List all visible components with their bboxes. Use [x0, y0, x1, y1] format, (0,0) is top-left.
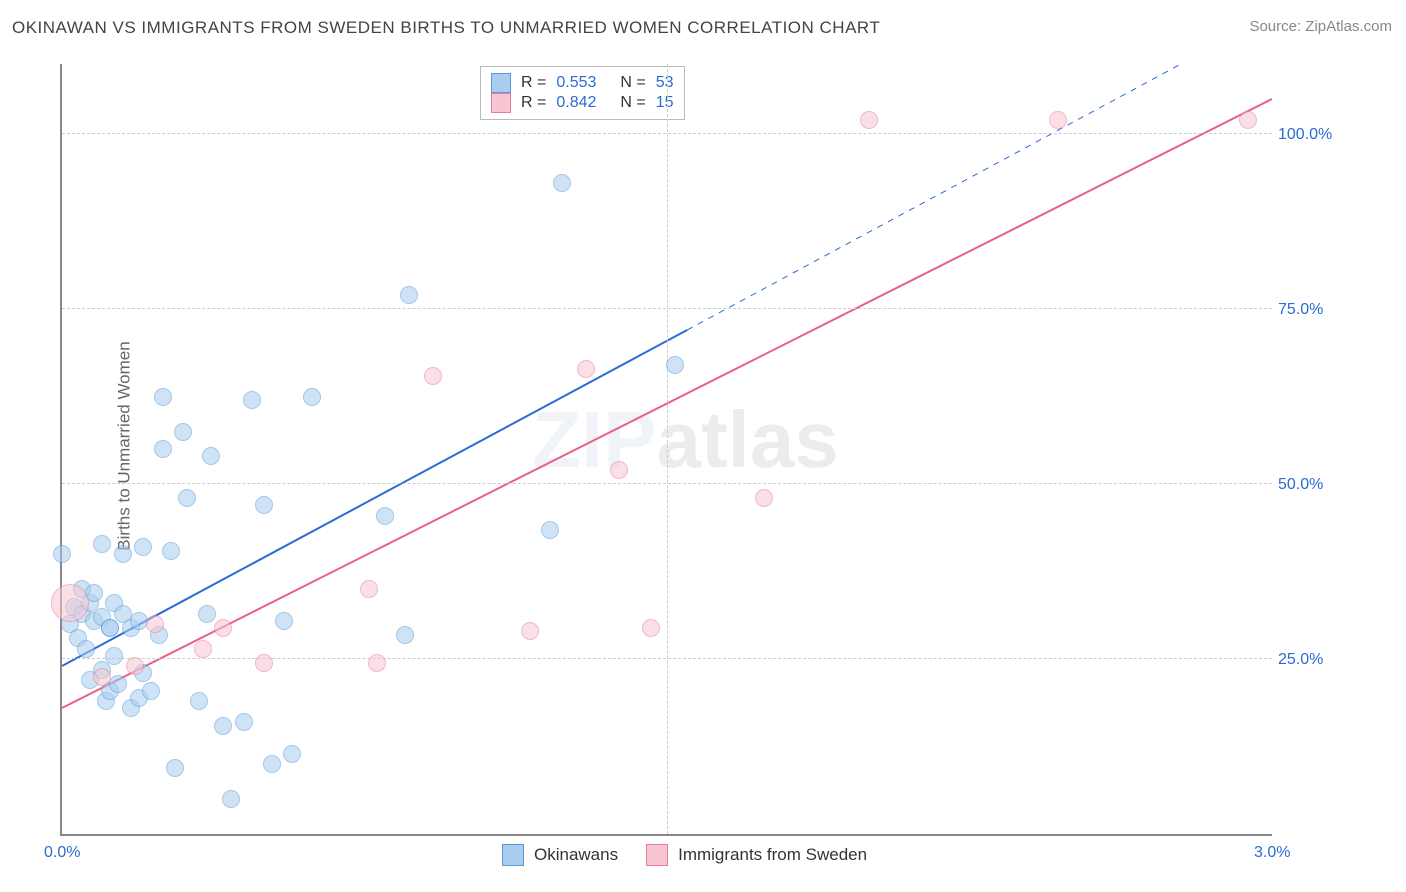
data-point [610, 461, 628, 479]
data-point [235, 713, 253, 731]
data-point [51, 584, 89, 622]
legend-label: Immigrants from Sweden [678, 845, 867, 865]
data-point [521, 622, 539, 640]
watermark: ZIPatlas [532, 394, 839, 486]
y-tick-label: 25.0% [1278, 651, 1356, 669]
data-point [275, 612, 293, 630]
data-point [142, 682, 160, 700]
data-point [214, 619, 232, 637]
data-point [194, 640, 212, 658]
data-point [126, 657, 144, 675]
source-attribution: Source: ZipAtlas.com [1249, 18, 1392, 35]
data-point [283, 745, 301, 763]
data-point [105, 647, 123, 665]
legend-item: Immigrants from Sweden [646, 844, 867, 866]
data-point [222, 790, 240, 808]
legend-item: Okinawans [502, 844, 618, 866]
data-point [93, 668, 111, 686]
data-point [178, 489, 196, 507]
data-point [154, 440, 172, 458]
legend-label: Okinawans [534, 845, 618, 865]
series-legend: Okinawans Immigrants from Sweden [502, 844, 867, 866]
data-point [263, 755, 281, 773]
data-point [214, 717, 232, 735]
data-point [162, 542, 180, 560]
data-point [303, 388, 321, 406]
gridline-v [667, 64, 668, 834]
data-point [577, 360, 595, 378]
x-tick-label: 3.0% [1254, 844, 1290, 862]
data-point [400, 286, 418, 304]
data-point [1049, 111, 1067, 129]
stats-legend-row: R =0.553N =53 [491, 73, 674, 93]
legend-swatch [491, 93, 511, 113]
data-point [424, 367, 442, 385]
data-point [755, 489, 773, 507]
data-point [360, 580, 378, 598]
stats-legend: R =0.553N =53R =0.842N =15 [480, 66, 685, 120]
data-point [93, 535, 111, 553]
y-tick-label: 50.0% [1278, 476, 1356, 494]
data-point [860, 111, 878, 129]
data-point [53, 545, 71, 563]
data-point [541, 521, 559, 539]
chart-title: OKINAWAN VS IMMIGRANTS FROM SWEDEN BIRTH… [12, 18, 880, 38]
legend-swatch [491, 73, 511, 93]
stats-legend-row: R =0.842N =15 [491, 93, 674, 113]
data-point [642, 619, 660, 637]
plot-area: ZIPatlas R =0.553N =53R =0.842N =15 Okin… [60, 64, 1272, 836]
data-point [255, 654, 273, 672]
data-point [666, 356, 684, 374]
data-point [77, 640, 95, 658]
data-point [134, 538, 152, 556]
y-tick-label: 100.0% [1278, 126, 1356, 144]
data-point [101, 619, 119, 637]
data-point [174, 423, 192, 441]
data-point [130, 612, 148, 630]
legend-swatch [646, 844, 668, 866]
data-point [198, 605, 216, 623]
data-point [1239, 111, 1257, 129]
data-point [553, 174, 571, 192]
data-point [202, 447, 220, 465]
data-point [243, 391, 261, 409]
data-point [368, 654, 386, 672]
data-point [255, 496, 273, 514]
data-point [376, 507, 394, 525]
data-point [396, 626, 414, 644]
legend-swatch [502, 844, 524, 866]
data-point [154, 388, 172, 406]
data-point [166, 759, 184, 777]
data-point [114, 545, 132, 563]
data-point [190, 692, 208, 710]
y-tick-label: 75.0% [1278, 301, 1356, 319]
x-tick-label: 0.0% [44, 844, 80, 862]
data-point [109, 675, 127, 693]
data-point [146, 615, 164, 633]
